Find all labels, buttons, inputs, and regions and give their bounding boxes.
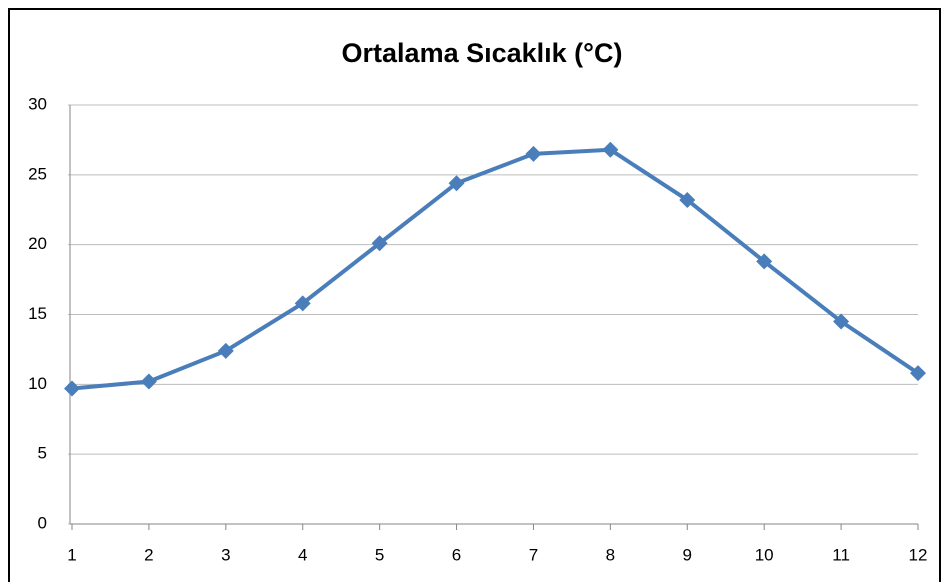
- x-tick-label: 5: [375, 545, 384, 564]
- x-tick-label: 3: [221, 545, 230, 564]
- marker: [371, 235, 388, 252]
- x-tick-label: 9: [683, 545, 692, 564]
- y-tick-label: 0: [38, 513, 47, 532]
- marker: [294, 295, 311, 312]
- y-tick-label: 5: [38, 444, 47, 463]
- y-tick-label: 30: [28, 94, 47, 113]
- x-tick-label: 11: [832, 545, 850, 564]
- marker: [833, 313, 850, 330]
- x-tick-label: 10: [755, 545, 774, 564]
- marker: [910, 365, 926, 382]
- x-tick-label: 7: [529, 545, 538, 564]
- marker: [525, 145, 542, 162]
- marker: [679, 191, 696, 208]
- series-line: [71, 147, 920, 391]
- x-tick-label: 12: [909, 545, 928, 564]
- chart-frame: [8, 8, 941, 582]
- x-tick-label: 6: [452, 545, 461, 564]
- x-tick-label: 1: [67, 545, 76, 564]
- chart-title: Ortalama Sıcaklık (°C): [342, 38, 623, 68]
- y-tick-label: 10: [28, 374, 47, 393]
- marker: [140, 373, 157, 390]
- x-tick-label: 4: [298, 545, 307, 564]
- marker: [217, 342, 234, 359]
- x-tick-label: 2: [144, 545, 153, 564]
- y-tick-label: 25: [28, 164, 47, 183]
- marker: [448, 175, 465, 192]
- marker: [756, 253, 773, 270]
- y-tick-label: 15: [28, 304, 47, 323]
- y-tick-label: 20: [28, 234, 47, 253]
- marker: [602, 141, 619, 158]
- marker: [64, 380, 80, 397]
- x-tick-label: 8: [606, 545, 615, 564]
